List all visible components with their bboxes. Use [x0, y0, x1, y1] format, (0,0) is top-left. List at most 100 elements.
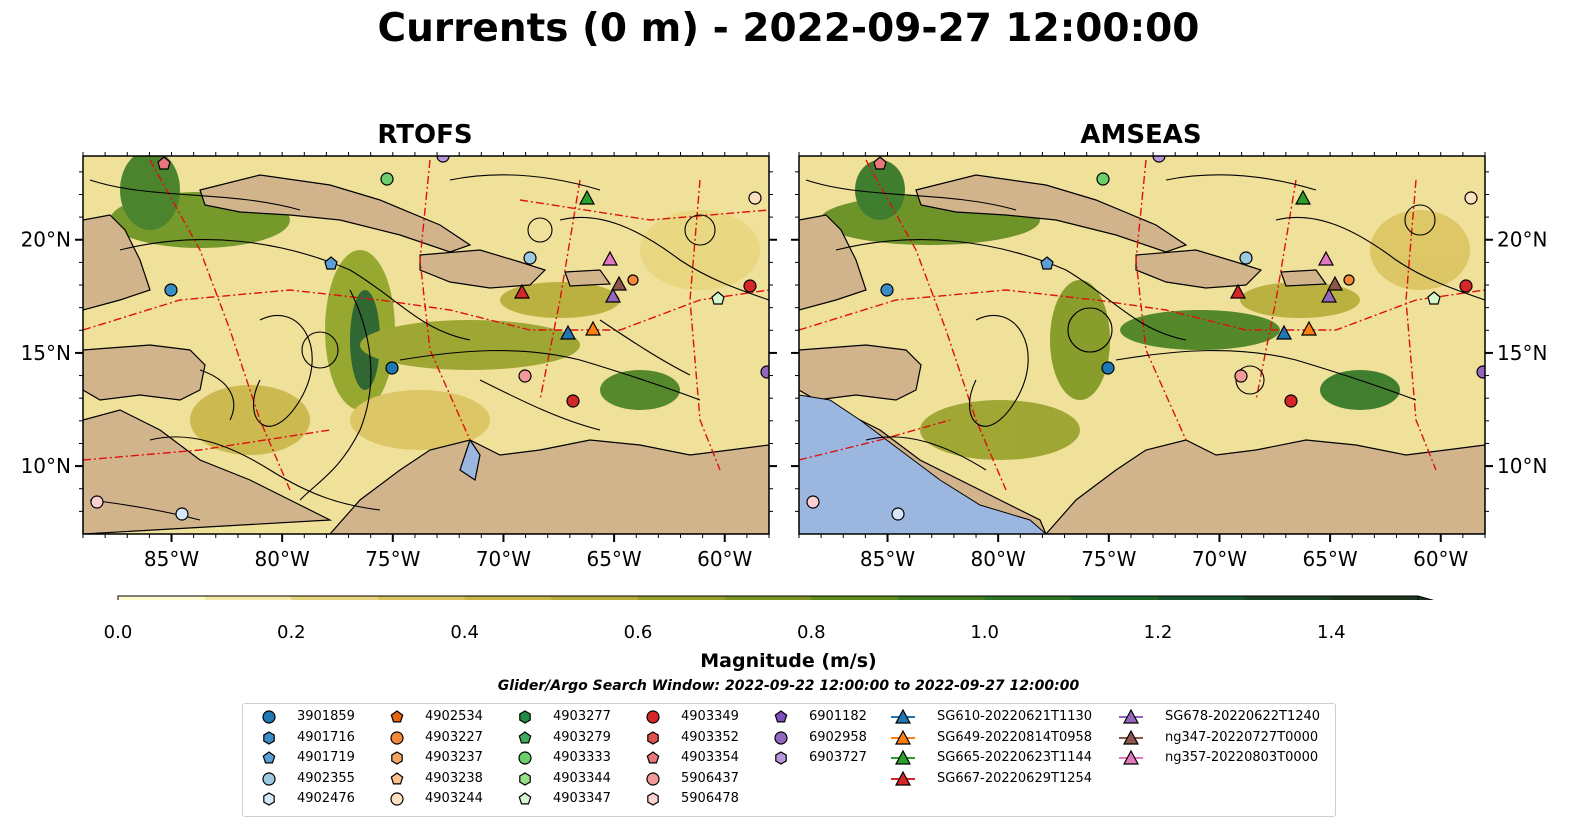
- amseas-float-markers: [806, 156, 1485, 521]
- float-4903347-marker-b: [1427, 291, 1441, 305]
- legend-item-label: 4901716: [297, 729, 355, 745]
- legend-item-label: 6903727: [809, 750, 867, 765]
- legend-item-label: 4903352: [681, 729, 739, 745]
- rtofs-eez-lines: [83, 159, 769, 491]
- rtofs-map: [83, 156, 769, 534]
- float-marker-icon: [263, 730, 275, 745]
- float-4903227-marker-b: [1343, 274, 1355, 286]
- glider-marker-icon: [1119, 749, 1143, 765]
- legend-item-label: 3901859: [297, 709, 355, 724]
- legend: 3901859 4901716 4901719 4902355 4902476 49025…: [242, 703, 1336, 817]
- legend-item-label: ng357-20220803T0000: [1165, 750, 1319, 765]
- float-4903349-marker-b: [1284, 394, 1298, 408]
- glider-sg665-marker-b: [1294, 189, 1312, 205]
- float-4903354-marker: [157, 156, 171, 170]
- float-4903227-marker: [627, 274, 639, 286]
- colorbar-segment: [204, 596, 292, 600]
- glider-sg649-marker-b: [1300, 320, 1318, 336]
- map-axes: 85°W 80°W 75°W 70°W 65°W 60°W 20°N 15°N 10°N 85°W…: [21, 152, 1547, 571]
- float-5906478-marker: [90, 495, 104, 509]
- legend-item-label: 4903279: [553, 729, 611, 745]
- lon-tick-label: 85°W: [860, 547, 915, 571]
- colorbar-segment: [1071, 596, 1159, 600]
- glider-sg678-marker-b: [1320, 287, 1338, 303]
- legend-item-label: 4901719: [297, 750, 355, 765]
- float-4902355-marker: [523, 251, 537, 265]
- colorbar-segment: [724, 596, 812, 600]
- glider-sg667-marker: [513, 283, 531, 299]
- float-4903354-marker-b: [873, 156, 887, 170]
- amseas-streamlines: [805, 174, 1485, 471]
- colorbar-tick-label: 1.2: [1143, 622, 1173, 643]
- colorbar-tick-label: 0.0: [103, 622, 133, 643]
- glider-marker-icon: [891, 729, 915, 745]
- float-marker-icon: [775, 751, 787, 765]
- legend-item-label: 4903244: [425, 791, 483, 806]
- float-4903349-marker: [566, 394, 580, 408]
- colorbar-tick-label: 1.4: [1317, 622, 1346, 643]
- legend-item-label: 4903227: [425, 729, 483, 745]
- legend-item-label: 4902534: [425, 709, 483, 724]
- colorbar-label: Magnitude (m/s): [700, 650, 877, 672]
- colorbar-segment: [984, 596, 1072, 600]
- legend-item-label: 4902476: [297, 791, 355, 806]
- float-marker-icon: [519, 771, 531, 786]
- glider-sg610-marker-b: [1275, 324, 1293, 340]
- colorbar: [117, 595, 1435, 600]
- float-marker-icon: [774, 710, 788, 723]
- float-marker-icon: [646, 710, 660, 724]
- glider-sg678-marker: [604, 287, 622, 303]
- legend-item-label: 4903238: [425, 770, 483, 786]
- legend-item-label: 4902355: [297, 770, 355, 786]
- float-marker-icon: [518, 751, 532, 765]
- glider-sg649-marker: [584, 320, 602, 336]
- legend-item-label: 6902958: [809, 729, 867, 745]
- float-marker-icon: [519, 710, 531, 724]
- float-4903352-marker-b: [1459, 279, 1473, 293]
- float-4901719-marker: [324, 256, 338, 270]
- legend-item-label: 4903277: [553, 709, 611, 724]
- float-marker-icon: [262, 751, 276, 764]
- lat-tick-label: 20°N: [21, 228, 71, 252]
- float-marker-icon: [774, 730, 788, 745]
- lon-tick-label: 75°W: [365, 547, 420, 571]
- legend-item-label: 4903354: [681, 750, 739, 765]
- glider-ng347-marker-b: [1326, 275, 1344, 291]
- lon-tick-label: 65°W: [1302, 547, 1357, 571]
- legend-item-label: 4903344: [553, 770, 611, 786]
- colorbar-tick-label: 0.6: [623, 622, 653, 643]
- lon-tick-label: 65°W: [586, 547, 641, 571]
- lon-tick-label: 75°W: [1081, 547, 1136, 571]
- float-marker-icon: [391, 751, 403, 765]
- lon-tick-label: 85°W: [144, 547, 199, 571]
- glider-sg665-marker: [578, 189, 596, 205]
- lat-tick-label: 10°N: [21, 454, 71, 478]
- glider-marker-icon: [891, 749, 915, 765]
- float-marker-icon: [262, 771, 276, 786]
- float-marker-icon: [390, 771, 404, 784]
- float-4901719-marker-b: [1040, 256, 1054, 270]
- colorbar-tick-label: 0.4: [450, 622, 479, 643]
- glider-ng347-marker: [610, 275, 628, 291]
- float-marker-icon: [646, 771, 660, 786]
- float-6902958-marker-b: [1476, 365, 1485, 379]
- legend-item-label: 5906478: [681, 791, 739, 806]
- lon-tick-label: 60°W: [1413, 547, 1468, 571]
- colorbar-segment: [118, 596, 206, 600]
- lat-tick-label: 15°N: [1497, 341, 1547, 365]
- float-3901859-marker: [385, 361, 399, 375]
- lon-tick-label: 80°W: [255, 547, 310, 571]
- float-6903727-marker: [436, 156, 450, 163]
- lat-tick-label: 20°N: [1497, 228, 1547, 252]
- float-marker-icon: [518, 792, 532, 805]
- main-title: Currents (0 m) - 2022-09-27 12:00:00: [377, 6, 1200, 51]
- lon-tick-label: 70°W: [476, 547, 531, 571]
- legend-item-label: SG667-20220629T1254: [937, 770, 1093, 786]
- glider-marker-icon: [891, 770, 915, 786]
- glider-sg667-marker-b: [1229, 283, 1247, 299]
- legend-item-label: SG610-20220621T1130: [937, 709, 1093, 724]
- float-4901716-marker: [164, 283, 178, 297]
- float-marker-icon: [518, 730, 532, 743]
- float-4903333-marker: [380, 172, 394, 186]
- colorbar-tick-label: 1.0: [970, 622, 999, 643]
